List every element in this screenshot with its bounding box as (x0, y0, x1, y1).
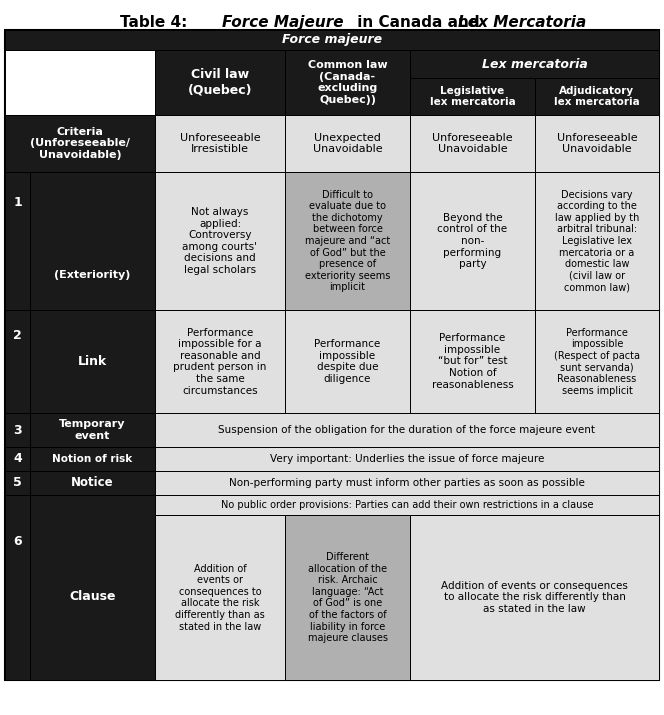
Text: Unforeseeable
Unavoidable: Unforeseeable Unavoidable (432, 133, 513, 154)
Text: Unexpected
Unavoidable: Unexpected Unavoidable (313, 133, 382, 154)
Text: Civil law
(Quebec): Civil law (Quebec) (188, 69, 252, 97)
Text: Common law
(Canada-
excluding
Quebec)): Common law (Canada- excluding Quebec)) (307, 60, 387, 105)
Text: Addition of events or consequences
to allocate the risk differently than
as stat: Addition of events or consequences to al… (441, 581, 628, 614)
Text: in Canada and: in Canada and (352, 16, 485, 30)
Text: Performance
impossible
despite due
diligence: Performance impossible despite due dilig… (314, 339, 380, 384)
Text: 4: 4 (13, 453, 22, 465)
Text: 6: 6 (13, 535, 22, 548)
Text: 5: 5 (13, 476, 22, 490)
Text: (Exteriority): (Exteriority) (54, 270, 131, 280)
Text: No public order provisions: Parties can add their own restrictions in a clause: No public order provisions: Parties can … (220, 500, 593, 510)
Text: Criteria
(Unforeseeable/
Unavoidable): Criteria (Unforeseeable/ Unavoidable) (30, 127, 130, 160)
Text: Force Majeure: Force Majeure (222, 16, 344, 30)
Text: Performance
impossible
“but for” test
Notion of
reasonableness: Performance impossible “but for” test No… (432, 333, 513, 390)
Text: 3: 3 (13, 423, 22, 436)
Text: 1: 1 (13, 196, 22, 209)
Text: Link: Link (78, 355, 107, 368)
Text: Not always
applied:
Controversy
among courts'
decisions and
legal scholars: Not always applied: Controversy among co… (183, 207, 258, 275)
Text: Beyond the
control of the
non-
performing
party: Beyond the control of the non- performin… (438, 213, 507, 270)
Text: Suspension of the obligation for the duration of the force majeure event: Suspension of the obligation for the dur… (218, 425, 596, 435)
Text: Lex mercatoria: Lex mercatoria (481, 57, 588, 71)
Text: Clause: Clause (69, 591, 116, 603)
Text: Notice: Notice (71, 476, 114, 490)
Text: Very important: Underlies the issue of force majeure: Very important: Underlies the issue of f… (270, 454, 544, 464)
Text: Non-performing party must inform other parties as soon as possible: Non-performing party must inform other p… (229, 478, 585, 488)
Text: Adjudicatory
lex mercatoria: Adjudicatory lex mercatoria (554, 86, 640, 107)
Text: Decisions vary
according to the
law applied by th
arbitral tribunal:
Legislative: Decisions vary according to the law appl… (555, 189, 639, 292)
Text: 2: 2 (13, 329, 22, 342)
Text: Unforeseeable
Irresistible: Unforeseeable Irresistible (180, 133, 260, 154)
Text: Different
allocation of the
risk. Archaic
language: “Act
of God” is one
of the f: Different allocation of the risk. Archai… (307, 552, 388, 643)
Text: Unforeseeable
Unavoidable: Unforeseeable Unavoidable (556, 133, 637, 154)
Text: Performance
impossible
(Respect of pacta
sunt servanda)
Reasonableness
seems imp: Performance impossible (Respect of pacta… (554, 327, 640, 395)
Text: Temporary
event: Temporary event (59, 419, 125, 441)
Text: Force majeure: Force majeure (282, 34, 382, 46)
Text: Addition of
events or
consequences to
allocate the risk
differently than as
stat: Addition of events or consequences to al… (175, 563, 265, 631)
Text: Notion of risk: Notion of risk (52, 454, 133, 464)
Text: Performance
impossible for a
reasonable and
prudent person in
the same
circumsta: Performance impossible for a reasonable … (173, 327, 267, 395)
Text: Table 4:: Table 4: (120, 16, 192, 30)
Text: Lex Mercatoria: Lex Mercatoria (458, 16, 586, 30)
Text: Legislative
lex mercatoria: Legislative lex mercatoria (430, 86, 515, 107)
Text: Difficult to
evaluate due to
the dichotomy
between force
majeure and “act
of God: Difficult to evaluate due to the dichoto… (305, 189, 390, 292)
